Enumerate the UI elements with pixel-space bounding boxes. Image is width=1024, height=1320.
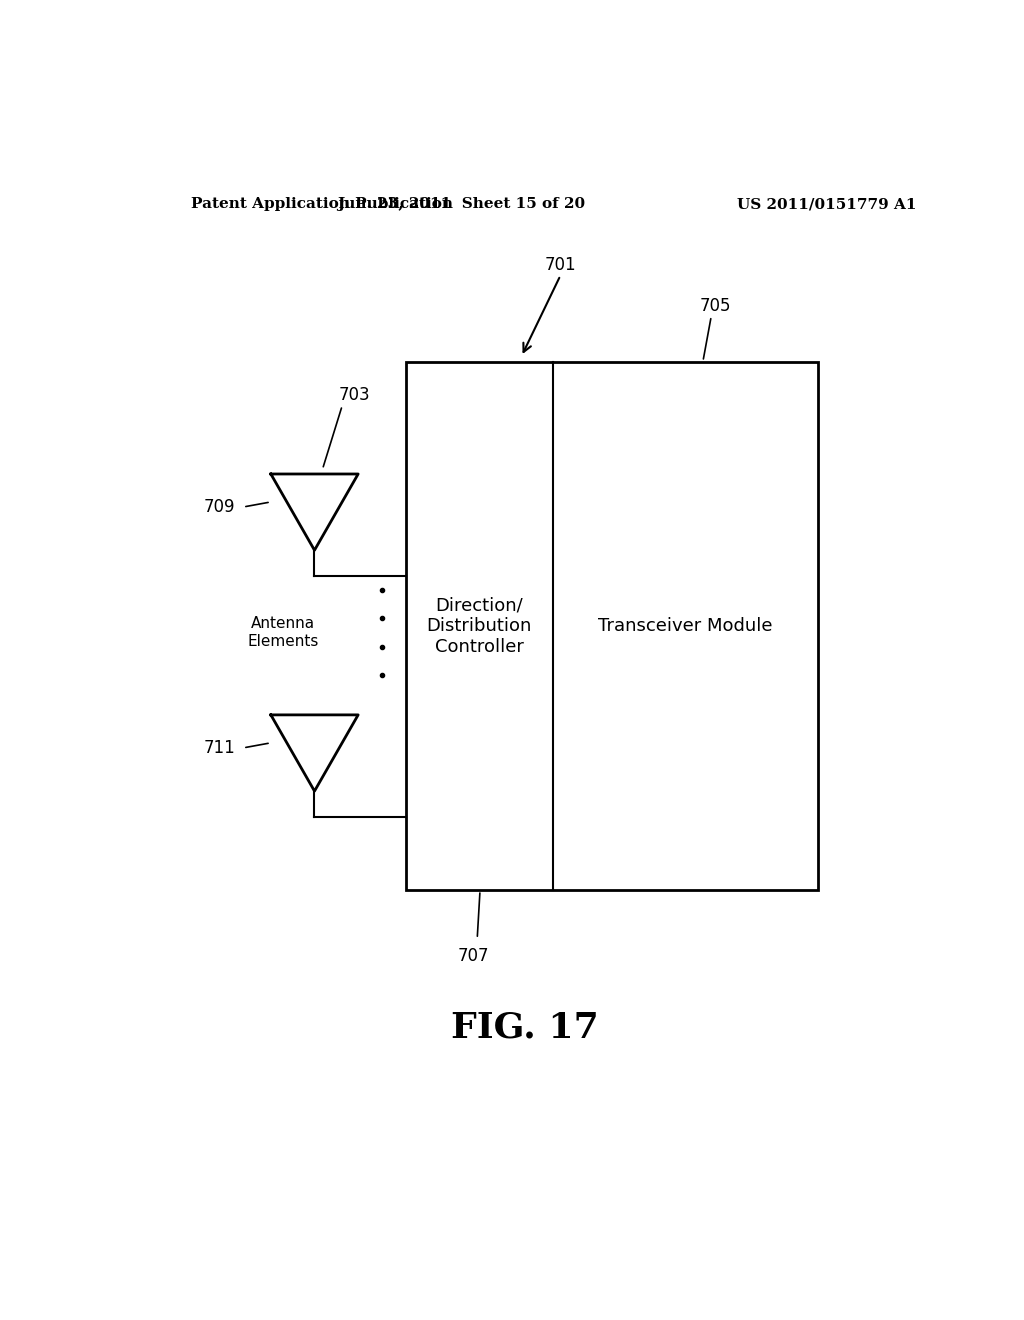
- Text: 711: 711: [204, 739, 236, 756]
- Text: Antenna
Elements: Antenna Elements: [247, 616, 318, 648]
- Text: Transceiver Module: Transceiver Module: [598, 616, 773, 635]
- Text: US 2011/0151779 A1: US 2011/0151779 A1: [736, 197, 916, 211]
- Text: Jun. 23, 2011  Sheet 15 of 20: Jun. 23, 2011 Sheet 15 of 20: [337, 197, 586, 211]
- Text: 701: 701: [545, 256, 577, 275]
- Text: Direction/
Distribution
Controller: Direction/ Distribution Controller: [426, 597, 531, 656]
- Text: 703: 703: [338, 387, 370, 404]
- Text: Patent Application Publication: Patent Application Publication: [191, 197, 454, 211]
- Bar: [406, 362, 818, 890]
- Text: 707: 707: [458, 948, 489, 965]
- Text: FIG. 17: FIG. 17: [451, 1010, 599, 1044]
- Text: 705: 705: [699, 297, 731, 314]
- Text: 709: 709: [204, 498, 236, 516]
